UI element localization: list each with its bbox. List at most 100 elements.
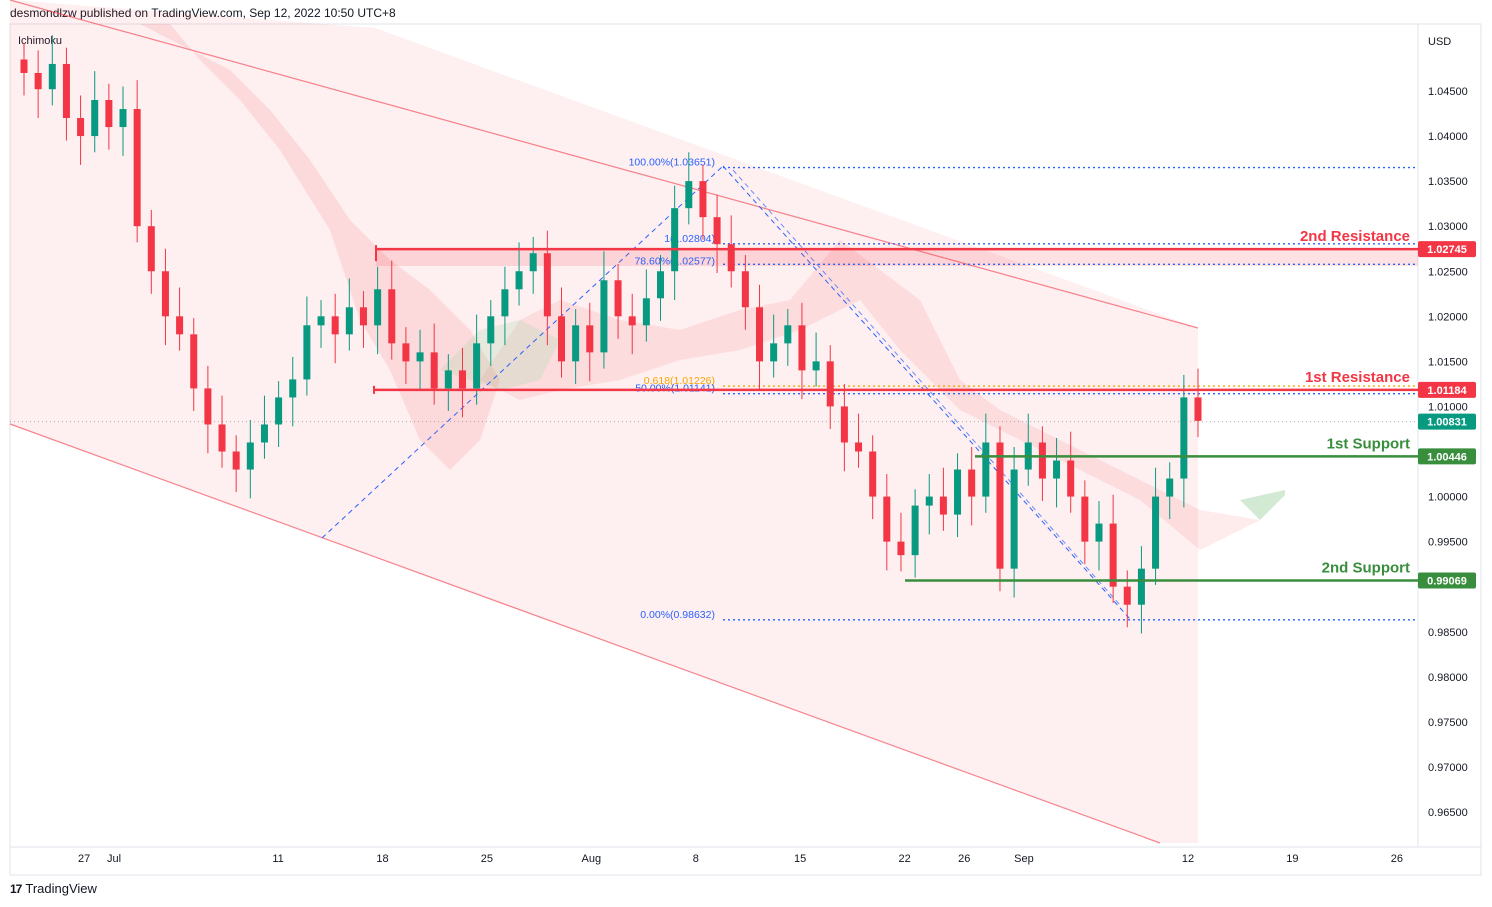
fib-trend-line-up[interactable] <box>321 165 724 539</box>
candle-body[interactable] <box>218 424 226 452</box>
candle-body[interactable] <box>784 325 792 344</box>
candle-body[interactable] <box>1081 496 1089 542</box>
candle-body[interactable] <box>487 316 495 344</box>
candle-body[interactable] <box>1109 523 1117 587</box>
candle-body[interactable] <box>911 505 919 556</box>
candle-body[interactable] <box>770 343 778 362</box>
candle-body[interactable] <box>359 307 367 326</box>
y-tick-label: 0.97500 <box>1428 717 1468 729</box>
candle-body[interactable] <box>1166 478 1174 497</box>
candle-body[interactable] <box>869 451 877 497</box>
candle-body[interactable] <box>204 388 212 425</box>
x-tick-label: 26 <box>1391 853 1403 865</box>
candle-body[interactable] <box>1095 523 1103 542</box>
candle-body[interactable] <box>1180 397 1188 479</box>
fib-level-label: 0.00%(0.98632) <box>640 609 715 621</box>
candle-body[interactable] <box>543 253 551 317</box>
candle-body[interactable] <box>657 271 665 299</box>
candle-body[interactable] <box>345 307 353 335</box>
candle-body[interactable] <box>1053 460 1061 479</box>
candle-body[interactable] <box>1123 586 1131 605</box>
candle-body[interactable] <box>939 496 947 515</box>
candle-body[interactable] <box>586 325 594 353</box>
candle-body[interactable] <box>826 361 834 407</box>
candle-body[interactable] <box>190 334 198 389</box>
candle-body[interactable] <box>741 271 749 308</box>
fib-level-label: 0.618(1.01226) <box>644 375 715 387</box>
candle-body[interactable] <box>119 109 127 128</box>
candle-body[interactable] <box>996 442 1004 569</box>
candle-body[interactable] <box>176 316 184 335</box>
candle-body[interactable] <box>374 289 382 326</box>
candle-body[interactable] <box>557 316 565 362</box>
candle-body[interactable] <box>62 63 70 119</box>
candle-body[interactable] <box>331 316 339 335</box>
candle-body[interactable] <box>289 379 297 398</box>
candle-body[interactable] <box>954 469 962 515</box>
candle-body[interactable] <box>20 59 28 73</box>
candle-body[interactable] <box>105 100 113 128</box>
candle-body[interactable] <box>685 181 693 209</box>
candle-body[interactable] <box>515 271 523 290</box>
candle-body[interactable] <box>473 343 481 389</box>
y-tick-label: 1.04500 <box>1428 86 1468 98</box>
candle-body[interactable] <box>388 289 396 344</box>
candle-body[interactable] <box>614 280 622 317</box>
candle-body[interactable] <box>628 316 636 326</box>
candle-body[interactable] <box>798 325 806 371</box>
fib-trend-line-down[interactable] <box>722 165 1131 620</box>
candle-body[interactable] <box>501 289 509 317</box>
candle-body[interactable] <box>1137 568 1145 605</box>
channel-lower-line[interactable] <box>9 423 1161 844</box>
candle-body[interactable] <box>161 271 169 317</box>
candle-body[interactable] <box>444 370 452 389</box>
x-tick-label: 15 <box>794 853 806 865</box>
candle-body[interactable] <box>855 442 863 452</box>
candle-body[interactable] <box>91 100 99 137</box>
candle-body[interactable] <box>727 244 735 272</box>
candle-body[interactable] <box>1194 397 1202 421</box>
x-tick-label: 22 <box>898 853 910 865</box>
y-tick-label: 1.01500 <box>1428 356 1468 368</box>
candle-body[interactable] <box>416 352 424 362</box>
candle-body[interactable] <box>147 226 155 272</box>
candle-body[interactable] <box>642 298 650 326</box>
candle-body[interactable] <box>1010 469 1018 569</box>
candle-body[interactable] <box>246 442 254 470</box>
candle-body[interactable] <box>671 208 679 272</box>
candle-body[interactable] <box>48 63 56 90</box>
candle-body[interactable] <box>897 541 905 556</box>
candle-body[interactable] <box>968 469 976 497</box>
candle-body[interactable] <box>572 325 580 362</box>
y-tick-label: 1.01000 <box>1428 401 1468 413</box>
candle-body[interactable] <box>982 442 990 497</box>
candle-body[interactable] <box>713 217 721 245</box>
candle-body[interactable] <box>303 325 311 380</box>
candle-body[interactable] <box>232 451 240 470</box>
candle-body[interactable] <box>1038 442 1046 479</box>
brand-footer[interactable]: 17 TradingView <box>10 881 97 896</box>
candle-body[interactable] <box>812 361 820 371</box>
candle-body[interactable] <box>34 72 42 90</box>
candle-body[interactable] <box>260 424 268 443</box>
candle-body[interactable] <box>133 109 141 227</box>
candle-body[interactable] <box>458 370 466 389</box>
candle-body[interactable] <box>1067 460 1075 497</box>
candle-body[interactable] <box>756 307 764 362</box>
candle-body[interactable] <box>430 352 438 389</box>
candle-body[interactable] <box>600 280 608 353</box>
level-name: 2nd Support <box>1322 559 1410 576</box>
candle-body[interactable] <box>1152 496 1160 569</box>
candle-body[interactable] <box>317 316 325 326</box>
channel-upper-line[interactable] <box>9 0 1199 329</box>
candle-body[interactable] <box>840 406 848 443</box>
candle-body[interactable] <box>77 118 85 137</box>
indicator-legend[interactable]: Ichimoku <box>18 35 63 47</box>
candle-body[interactable] <box>529 253 537 272</box>
candle-body[interactable] <box>275 397 283 425</box>
candle-body[interactable] <box>883 496 891 542</box>
candle-body[interactable] <box>925 496 933 506</box>
candle-body[interactable] <box>402 343 410 362</box>
candle-body[interactable] <box>699 181 707 218</box>
